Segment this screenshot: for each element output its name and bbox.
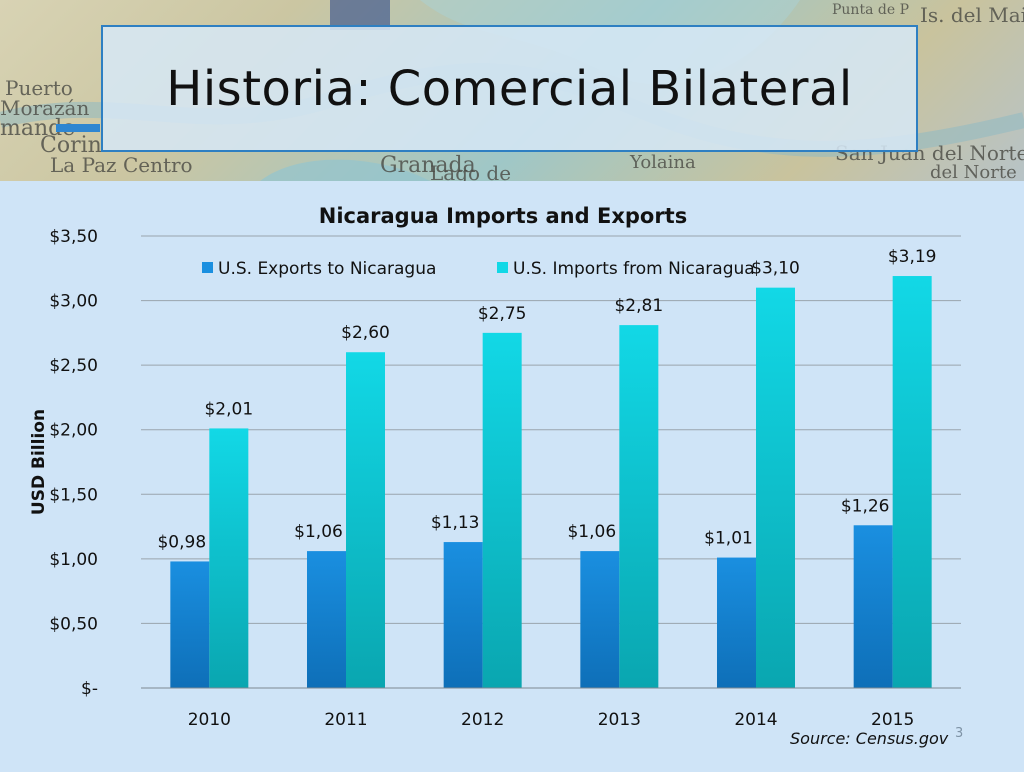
map-label: Morazán (0, 96, 89, 120)
slide-number: 3 (955, 726, 964, 741)
y-tick-label: $2,50 (49, 356, 98, 376)
title-box: Historia: Comercial Bilateral (101, 25, 918, 152)
bar-imports (482, 332, 522, 688)
bar-imports (756, 287, 795, 688)
map-label: Lago de (430, 161, 511, 181)
legend-label-imports: U.S. Imports from Nicaragua (513, 259, 755, 279)
data-label-exports: $1,01 (704, 529, 753, 549)
map-label: Punta de P (832, 2, 909, 18)
y-tick-label: $3,00 (49, 292, 98, 312)
x-tick-label: 2015 (871, 710, 914, 730)
legend-swatch-imports (497, 262, 508, 273)
bar-exports (853, 525, 893, 688)
bar-exports (443, 542, 483, 688)
bar-imports (892, 276, 932, 688)
y-tick-label: $3,50 (49, 227, 98, 247)
map-label: Is. del Maiz (920, 3, 1024, 27)
chart-area: Nicaragua Imports and Exports $- $0,50 $1,0… (0, 181, 1024, 768)
source-note: Source: Census.gov (790, 729, 949, 748)
y-tick-label: $- (81, 679, 98, 699)
x-tick-label: 2012 (461, 710, 504, 730)
y-tick-label: $1,50 (49, 485, 98, 505)
bar-imports (209, 428, 249, 688)
data-label-exports: $1,06 (294, 522, 343, 542)
bar-imports (346, 352, 385, 688)
x-tick-label: 2014 (734, 710, 777, 730)
y-axis-label: USD Billion (29, 409, 49, 515)
map-label: Yolaina (629, 152, 696, 173)
x-tick-label: 2010 (188, 710, 231, 730)
bar-exports (580, 551, 620, 688)
data-label-imports: $2,75 (478, 304, 527, 324)
data-label-imports: $2,60 (341, 323, 390, 343)
data-label-imports: $3,10 (751, 259, 800, 279)
data-label-imports: $2,01 (204, 399, 253, 419)
bar-chart: Nicaragua Imports and Exports $- $0,50 $1,0… (29, 204, 961, 730)
map-label: La Paz Centro (50, 153, 193, 177)
y-tick-label: $1,00 (49, 550, 98, 570)
title-accent-bar (56, 124, 100, 132)
y-tick-label: $2,00 (49, 421, 98, 441)
bar-exports (170, 561, 210, 688)
data-label-exports: $1,26 (841, 496, 890, 516)
bar-exports (717, 557, 756, 688)
data-label-imports: $2,81 (614, 296, 663, 316)
x-tick-label: 2013 (598, 710, 641, 730)
data-label-imports: $3,19 (888, 247, 937, 267)
bar-exports (307, 551, 346, 688)
map-label: Granada (380, 153, 476, 178)
slide-title: Historia: Comercial Bilateral (166, 60, 853, 117)
map-label: Puerto (5, 76, 73, 100)
x-tick-label: 2011 (324, 710, 367, 730)
chart-title: Nicaragua Imports and Exports (319, 204, 687, 228)
map-label: del Norte (930, 162, 1017, 181)
legend-swatch-exports (202, 262, 213, 273)
data-label-exports: $1,13 (431, 513, 480, 533)
legend-label-exports: U.S. Exports to Nicaragua (218, 259, 436, 279)
data-label-exports: $1,06 (567, 522, 616, 542)
data-label-exports: $0,98 (157, 532, 206, 552)
map-label: Corin (40, 133, 102, 158)
y-tick-label: $0,50 (49, 614, 98, 634)
bar-imports (619, 325, 659, 688)
